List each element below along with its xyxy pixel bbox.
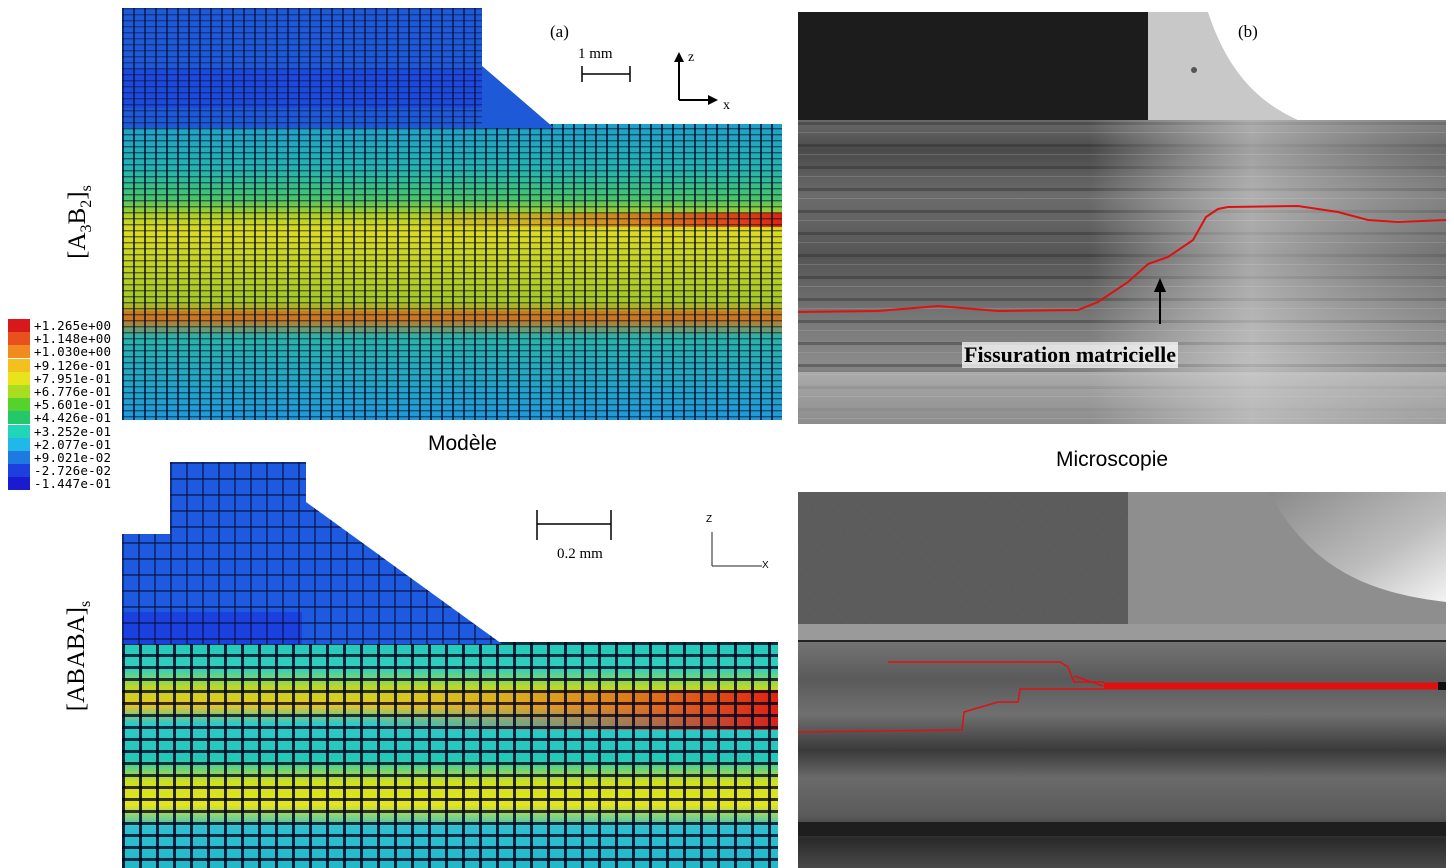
row-label-top-text: ] <box>64 191 91 200</box>
legend-value: -2.726e-02 <box>34 463 112 479</box>
legend-entry: +5.601e-01 <box>8 397 112 413</box>
row-label-bottom-text: [ABABA] <box>63 607 90 712</box>
legend-swatch <box>8 345 30 359</box>
legend-value: +4.426e-01 <box>34 410 112 426</box>
legend-value: +6.776e-01 <box>34 384 112 399</box>
row-label-top-sub: 2 <box>78 199 95 208</box>
axis-x-bottom-label: X <box>762 560 769 571</box>
legend-value: +1.148e+00 <box>34 331 112 347</box>
panel-b-label: (b) <box>1238 22 1258 41</box>
scale-bar-top-label: 1 mm <box>578 46 613 62</box>
legend-swatch <box>8 385 30 398</box>
caption-microscopy: Microscopie <box>1056 448 1169 471</box>
microscopy-bottom-panel <box>798 492 1446 868</box>
fe-model-bottom-panel <box>122 462 778 868</box>
row-label-top-text: [A <box>64 232 91 259</box>
caption-model: Modèle <box>428 432 497 455</box>
panel-a-label: (a) <box>550 22 569 41</box>
fe-model-bottom-svg <box>122 462 778 868</box>
legend-swatch <box>8 319 30 332</box>
microscopy-bottom-svg <box>798 492 1446 868</box>
legend-value: +3.252e-01 <box>34 423 112 439</box>
color-legend: +1.265e+00 +1.148e+00 +1.030e+00 +9.126e-01… <box>8 319 178 495</box>
legend-entry: +4.426e-01 <box>8 410 112 426</box>
legend-value: +2.077e-01 <box>34 436 112 452</box>
microscopy-top-svg <box>798 12 1446 424</box>
legend-entry: +2.077e-01 <box>8 436 112 452</box>
axis-x-top-label: x <box>723 98 730 113</box>
axis-z-bottom-label: Z <box>706 514 713 525</box>
legend-swatch <box>8 358 30 372</box>
fe-model-top-panel <box>122 8 782 420</box>
crack-annotation: Fissuration matricielle <box>962 342 1179 368</box>
legend-swatch <box>8 424 30 438</box>
legend-entry: +7.951e-01 <box>8 370 112 386</box>
legend-swatch <box>8 411 30 425</box>
legend-value: +1.030e+00 <box>34 344 112 360</box>
legend-swatch <box>8 451 30 464</box>
legend-swatch <box>8 464 30 478</box>
legend-value: +1.265e+00 <box>34 318 112 333</box>
legend-entry: -1.447e-01 <box>8 476 112 492</box>
legend-swatch <box>8 398 30 412</box>
legend-entry: +1.148e+00 <box>8 331 112 347</box>
legend-swatch <box>8 477 30 491</box>
row-label-top-text: B <box>64 207 91 225</box>
legend-value: +9.126e-01 <box>34 357 112 373</box>
legend-entry: +1.265e+00 <box>8 319 111 332</box>
legend-value: +7.951e-01 <box>34 370 112 386</box>
legend-entry: -2.726e-02 <box>8 463 112 479</box>
legend-swatch <box>8 371 30 385</box>
legend-entry: +6.776e-01 <box>8 385 111 398</box>
row-label-bottom: [ABABA]s <box>63 581 95 731</box>
row-label-top: [A3B2]s <box>64 162 96 282</box>
legend-swatch <box>8 332 30 346</box>
axis-z-top-label: z <box>688 50 695 65</box>
legend-entry: +3.252e-01 <box>8 423 112 439</box>
legend-value: +9.021e-02 <box>34 450 112 465</box>
legend-swatch <box>8 437 30 451</box>
microscopy-top-panel <box>798 12 1446 424</box>
row-label-top-sub: s <box>78 185 95 192</box>
legend-entry: +9.021e-02 <box>8 451 111 464</box>
legend-entry: +9.126e-01 <box>8 357 112 373</box>
scale-bar-bottom-label: 0.2 mm <box>557 546 603 562</box>
row-label-top-sub: 3 <box>78 224 95 233</box>
legend-value: +5.601e-01 <box>34 397 112 413</box>
legend-entry: +1.030e+00 <box>8 344 112 360</box>
row-label-bottom-sub: s <box>77 600 94 608</box>
fe-model-top-svg <box>122 8 782 420</box>
legend-value: -1.447e-01 <box>34 476 112 492</box>
